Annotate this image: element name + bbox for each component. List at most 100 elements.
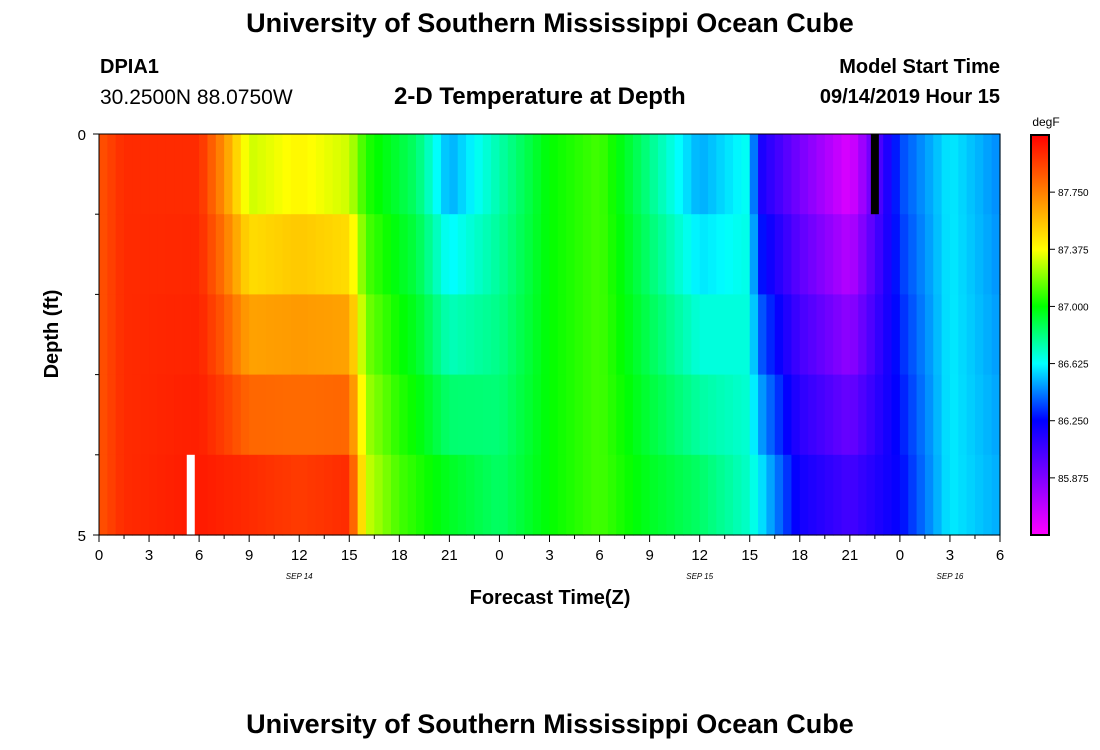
- heatmap-cell: [174, 374, 184, 456]
- heatmap-cell: [574, 294, 584, 376]
- heatmap-cell: [933, 294, 943, 376]
- heatmap-cell: [374, 214, 384, 295]
- heatmap-cell: [107, 294, 117, 376]
- x-tick-label: 9: [645, 547, 653, 564]
- heatmap-cell: [516, 454, 526, 536]
- heatmap-cell: [607, 294, 617, 376]
- heatmap-cell: [290, 294, 300, 376]
- heatmap-cell: [958, 374, 968, 456]
- heatmap-cell: [557, 134, 567, 215]
- colorbar-ticks: 87.750 87.375 87.000 86.625 86.250 85.875: [1049, 188, 1089, 485]
- heatmap-cell: [899, 374, 909, 456]
- heatmap-cell: [933, 134, 943, 215]
- heatmap-cell: [891, 374, 901, 456]
- heatmap-cell: [591, 134, 601, 215]
- heatmap-cell: [699, 134, 709, 215]
- heatmap-cell: [766, 454, 776, 536]
- heatmap-cell: [332, 454, 342, 536]
- heatmap-cell: [224, 134, 234, 215]
- heatmap-cell: [849, 454, 859, 536]
- heatmap-cell: [799, 134, 809, 215]
- x-tick-label: 3: [545, 547, 553, 564]
- heatmap-cell: [874, 214, 884, 295]
- heatmap-cell: [607, 134, 617, 215]
- heatmap-cell: [274, 214, 284, 295]
- heatmap-cell: [357, 454, 367, 536]
- heatmap-cell: [265, 374, 275, 456]
- heatmap-cell: [516, 294, 526, 376]
- heatmap-cell: [883, 134, 893, 215]
- heatmap-cell: [449, 294, 459, 376]
- heatmap-cell: [207, 454, 217, 536]
- heatmap-cell: [557, 214, 567, 295]
- x-tick-label: 3: [145, 547, 153, 564]
- heatmap-cell: [824, 294, 834, 376]
- heatmap-cell: [733, 134, 742, 215]
- heatmap-cell: [140, 454, 150, 536]
- heatmap-cell: [591, 294, 601, 376]
- heatmap-cell: [457, 134, 467, 215]
- heatmap-cell: [632, 214, 642, 295]
- heatmap-cell: [699, 214, 709, 295]
- heatmap-cell: [332, 374, 342, 456]
- heatmap-cell: [582, 294, 592, 376]
- x-tick-label: 9: [245, 547, 253, 564]
- heatmap-cell: [833, 374, 843, 456]
- heatmap-cell: [599, 374, 609, 456]
- heatmap-cell: [691, 214, 701, 295]
- heatmap-cell: [449, 214, 459, 295]
- heatmap-cell: [416, 454, 425, 536]
- colorbar-tick-label: 86.250: [1058, 417, 1089, 428]
- heatmap-cell: [491, 454, 501, 536]
- heatmap-cell: [758, 134, 768, 215]
- heatmap-cell: [983, 454, 993, 536]
- heatmap-cell: [766, 214, 776, 295]
- heatmap-cell: [299, 294, 309, 376]
- heatmap-cell: [632, 454, 642, 536]
- heatmap-cell: [324, 294, 334, 376]
- heatmap-cell: [257, 134, 267, 215]
- heatmap-cell: [232, 134, 242, 215]
- heatmap-cell: [257, 374, 267, 456]
- heatmap-cell: [808, 294, 818, 376]
- heatmap-cell: [349, 454, 359, 536]
- heatmap-cell: [974, 134, 984, 215]
- heatmap-cell: [866, 294, 876, 376]
- heatmap-cell: [783, 214, 793, 295]
- heatmap-cell: [599, 214, 609, 295]
- heatmap-cell: [532, 374, 542, 456]
- heatmap-cell: [282, 294, 292, 376]
- heatmap-cell: [190, 294, 200, 376]
- heatmap-cell: [124, 294, 133, 376]
- heatmap-cell: [749, 214, 759, 295]
- heatmap-cell: [674, 134, 684, 215]
- heatmap-cell: [157, 134, 167, 215]
- heatmap-cell: [466, 134, 476, 215]
- heatmap-cell: [791, 214, 801, 295]
- heatmap-cell: [265, 134, 275, 215]
- heatmap-cell: [783, 134, 793, 215]
- heatmap-cell: [449, 134, 459, 215]
- heatmap-cell: [307, 214, 317, 295]
- heatmap-marker: [870, 134, 879, 215]
- heatmap-cell: [741, 294, 751, 376]
- heatmap-cell: [699, 374, 709, 456]
- y-tick-label: 5: [78, 528, 86, 545]
- heatmap-cell: [958, 294, 968, 376]
- heatmap-cell: [532, 454, 542, 536]
- heatmap-cell: [774, 214, 784, 295]
- heatmap-cell: [824, 134, 834, 215]
- heatmap-cell: [541, 374, 551, 456]
- heatmap-cell: [132, 294, 142, 376]
- heatmap-cell: [115, 374, 125, 456]
- heatmap-cell: [315, 454, 325, 536]
- heatmap-cell: [649, 454, 659, 536]
- heatmap-cell: [708, 134, 717, 215]
- heatmap-cell: [416, 294, 425, 376]
- x-axis-label: Forecast Time(Z): [470, 587, 631, 609]
- heatmap-cell: [491, 134, 501, 215]
- heatmap-cell: [466, 214, 476, 295]
- heatmap-cell: [224, 454, 234, 536]
- heatmap-cell: [941, 454, 951, 536]
- heatmap-cell: [407, 374, 417, 456]
